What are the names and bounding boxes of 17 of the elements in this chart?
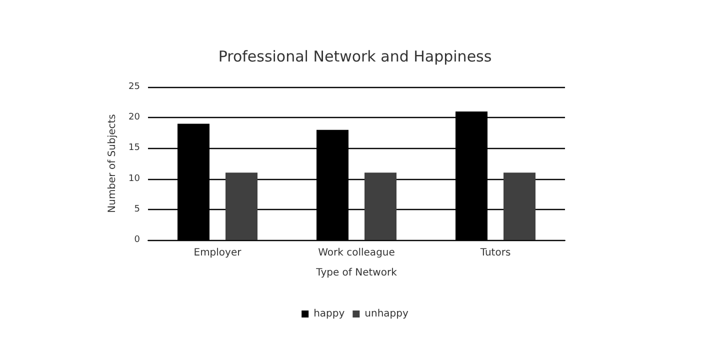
bar [226,172,258,240]
bar [364,172,396,240]
bar [504,172,536,240]
legend-label: happy [314,308,345,320]
y-tick-label: 15 [128,143,140,154]
y-tick-label: 20 [128,112,140,123]
y-tick-label: 0 [134,235,140,245]
y-tick-label: 10 [128,174,140,184]
x-tick-label: Employer [194,248,242,258]
legend-label: unhappy [364,308,408,320]
x-axis-title: Type of Network [315,268,398,278]
x-tick-label: Work colleague [318,248,395,258]
y-tick-label: 5 [134,204,140,214]
x-tick-label: Tutors [479,248,511,258]
y-tick-label: 25 [128,82,140,92]
y-axis-title: Number of Subjects [107,114,118,213]
chart-title: Professional Network and Happiness [218,48,492,66]
